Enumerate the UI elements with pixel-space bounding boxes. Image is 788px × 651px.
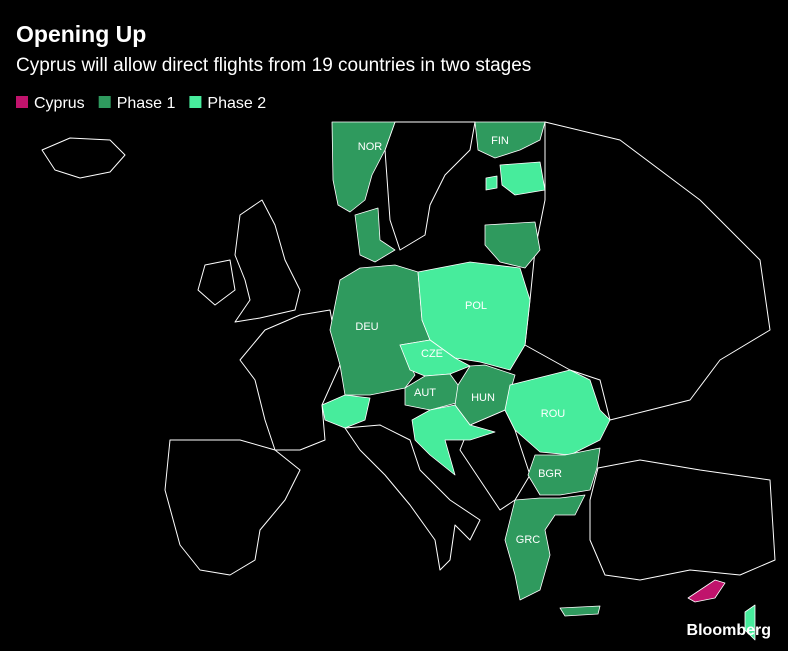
countries bbox=[321, 121, 756, 641]
legend-label: Phase 1 bbox=[117, 95, 176, 112]
czechia bbox=[399, 339, 471, 377]
denmark bbox=[354, 207, 396, 263]
greece bbox=[504, 494, 586, 601]
country-label: ROU bbox=[541, 408, 566, 420]
crete bbox=[559, 605, 601, 617]
israel bbox=[744, 604, 756, 641]
country-label: HUN bbox=[471, 392, 495, 404]
bulgaria bbox=[527, 447, 601, 496]
country-label: GRC bbox=[516, 534, 541, 546]
finland bbox=[474, 121, 546, 159]
legend-swatch bbox=[189, 96, 202, 108]
country-label: DEU bbox=[355, 321, 378, 333]
romania bbox=[504, 369, 611, 456]
legend-swatch bbox=[98, 96, 111, 108]
sweden bbox=[384, 121, 476, 251]
croatia-slovenia bbox=[411, 404, 496, 476]
norway bbox=[331, 121, 396, 213]
british-isles bbox=[197, 199, 301, 323]
country-labels: NOR FIN DEU POL CZE AUT HUN ROU BGR GRC bbox=[355, 135, 565, 546]
legend-label: Cyprus bbox=[34, 95, 85, 112]
france bbox=[239, 309, 341, 451]
germany bbox=[329, 264, 431, 396]
country-label: POL bbox=[465, 300, 487, 312]
legend: Cyprus Phase 1 Phase 2 bbox=[16, 95, 266, 112]
eastern-europe bbox=[524, 121, 771, 421]
turkey bbox=[589, 459, 776, 581]
iberia bbox=[164, 439, 301, 576]
saaremaa bbox=[485, 175, 498, 191]
estonia bbox=[499, 161, 546, 196]
switzerland bbox=[321, 394, 371, 429]
cyprus bbox=[687, 579, 726, 603]
country-label: NOR bbox=[358, 141, 383, 153]
title: Opening Up bbox=[16, 21, 146, 47]
italy bbox=[344, 424, 481, 571]
iceland bbox=[41, 137, 126, 179]
legend-swatch bbox=[16, 96, 28, 108]
source-logo: Bloomberg bbox=[687, 622, 771, 639]
country-label: FIN bbox=[491, 135, 509, 147]
poland bbox=[417, 261, 531, 371]
subtitle: Cyprus will allow direct flights from 19… bbox=[16, 55, 531, 76]
country-label: CZE bbox=[421, 348, 443, 360]
lithuania bbox=[484, 221, 541, 269]
legend-label: Phase 2 bbox=[207, 95, 266, 112]
country-label: BGR bbox=[538, 468, 562, 480]
country-label: AUT bbox=[414, 387, 436, 399]
